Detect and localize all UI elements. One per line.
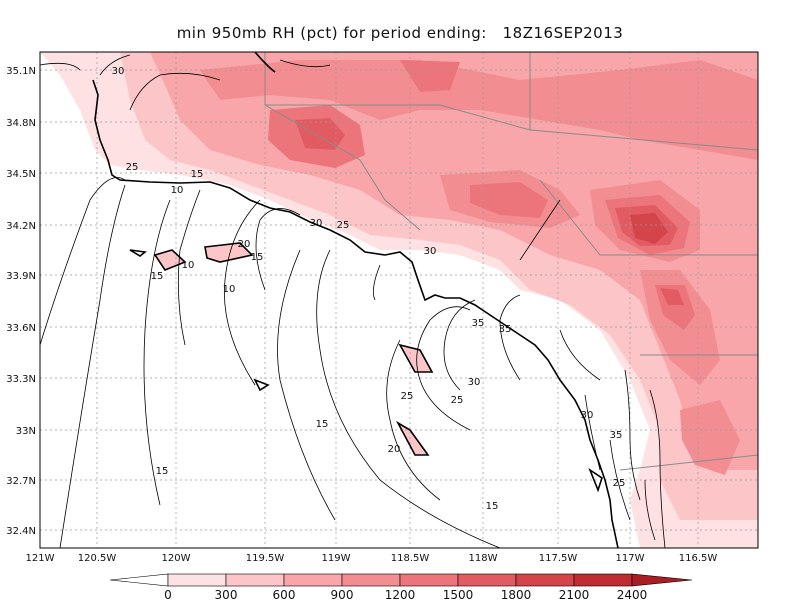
colorbar-label: 2400 [617,588,648,600]
latitude-labels: 35.1N 34.8N 34.5N 34.2N 33.9N 33.6N 33.3N 33N 32… [6,66,36,537]
shaded-field [40,52,758,548]
plot-frame [39,51,759,549]
contour-label: 30 [468,377,481,388]
longitude-tick-label: 121W [26,553,55,564]
latitude-tick-label: 34.2N [6,221,36,232]
colorbar-segment [167,573,227,587]
latitude-tick-label: 34.8N [6,118,36,129]
longitude-tick-label: 118W [469,553,498,564]
contour-label: 25 [126,162,139,173]
contour-label: 35 [472,318,485,329]
colorbar-segment [399,573,459,587]
latitude-tick-label: 32.7N [6,476,36,487]
contour-label: 10 [171,185,184,196]
colorbar-label: 900 [331,588,354,600]
map-title: min 950mb RH (pct) for period ending: 18… [176,24,624,42]
rh-shade-level-5b [470,182,548,218]
rh-shade-island [398,423,428,455]
colorbar-over-triangle [631,573,693,587]
rh-contours [40,54,666,548]
longitude-labels: 121W 120.5W 120W 119.5W 119W 118.5W 118W 117.5W… [26,553,718,564]
contour-label: 15 [156,466,169,477]
colorbar-segment [225,573,285,587]
contour-label: 10 [223,284,236,295]
contour-label: 25 [401,391,414,402]
contour-label: 30 [310,218,323,229]
latitude-tick-label: 34.5N [6,169,36,180]
latitude-tick-label: 33.6N [6,323,36,334]
colorbar-label: 1800 [501,588,532,600]
longitude-tick-label: 117W [616,553,645,564]
colorbar: 0 300 600 900 1200 1500 1800 2100 2400 [109,573,693,600]
colorbar-segment [573,573,633,587]
colorbar-label: 0 [164,588,172,600]
latitude-tick-label: 32.4N [6,526,36,537]
contour-label: 30 [581,410,594,421]
contour-label: 35 [499,324,512,335]
colorbar-label: 1500 [443,588,474,600]
rh-shade-level-4 [200,60,758,160]
rh-shade-level-4e [680,400,740,475]
contour-label: 15 [486,501,499,512]
contour-label: 15 [251,252,264,263]
colorbar-segment [457,573,517,587]
colorbar-label: 2100 [559,588,590,600]
colorbar-segment [341,573,401,587]
colorbar-under-triangle [109,573,169,587]
rh-shade-level-5e [400,60,460,92]
contour-label: 15 [191,169,204,180]
contour-label: 10 [182,260,195,271]
longitude-tick-label: 116.5W [679,553,718,564]
longitude-tick-label: 118.5W [391,553,430,564]
latitude-tick-label: 35.1N [6,66,36,77]
colorbar-segment [515,573,575,587]
longitude-tick-label: 119.5W [246,553,285,564]
contour-label: 25 [613,478,626,489]
contour-label: 20 [388,444,401,455]
rh-shade-level-7 [630,213,668,244]
contour-label: 35 [610,430,623,441]
colorbar-segment [283,573,343,587]
contour-label: 15 [151,271,164,282]
colorbar-label: 600 [273,588,296,600]
colorbar-label: 1200 [385,588,416,600]
contour-label: 25 [451,395,464,406]
latitude-tick-label: 33.3N [6,374,36,385]
longitude-tick-label: 117.5W [539,553,578,564]
longitude-tick-label: 119W [322,553,351,564]
contour-label: 25 [337,220,350,231]
rh-shade-level-6 [295,118,345,150]
latitude-tick-label: 33N [16,426,36,437]
state-borders [264,52,758,471]
longitude-tick-label: 120.5W [78,553,117,564]
longitude-tick-label: 120W [162,553,191,564]
colorbar-label: 300 [215,588,238,600]
contour-label: 20 [238,239,251,250]
contour-label: 15 [316,419,329,430]
rh-shade-island [400,345,432,372]
latitude-tick-label: 33.9N [6,271,36,282]
contour-label: 30 [112,66,125,77]
contour-label: 30 [424,246,437,257]
coastline [92,52,619,548]
rh-shade-level-6c [660,288,684,305]
